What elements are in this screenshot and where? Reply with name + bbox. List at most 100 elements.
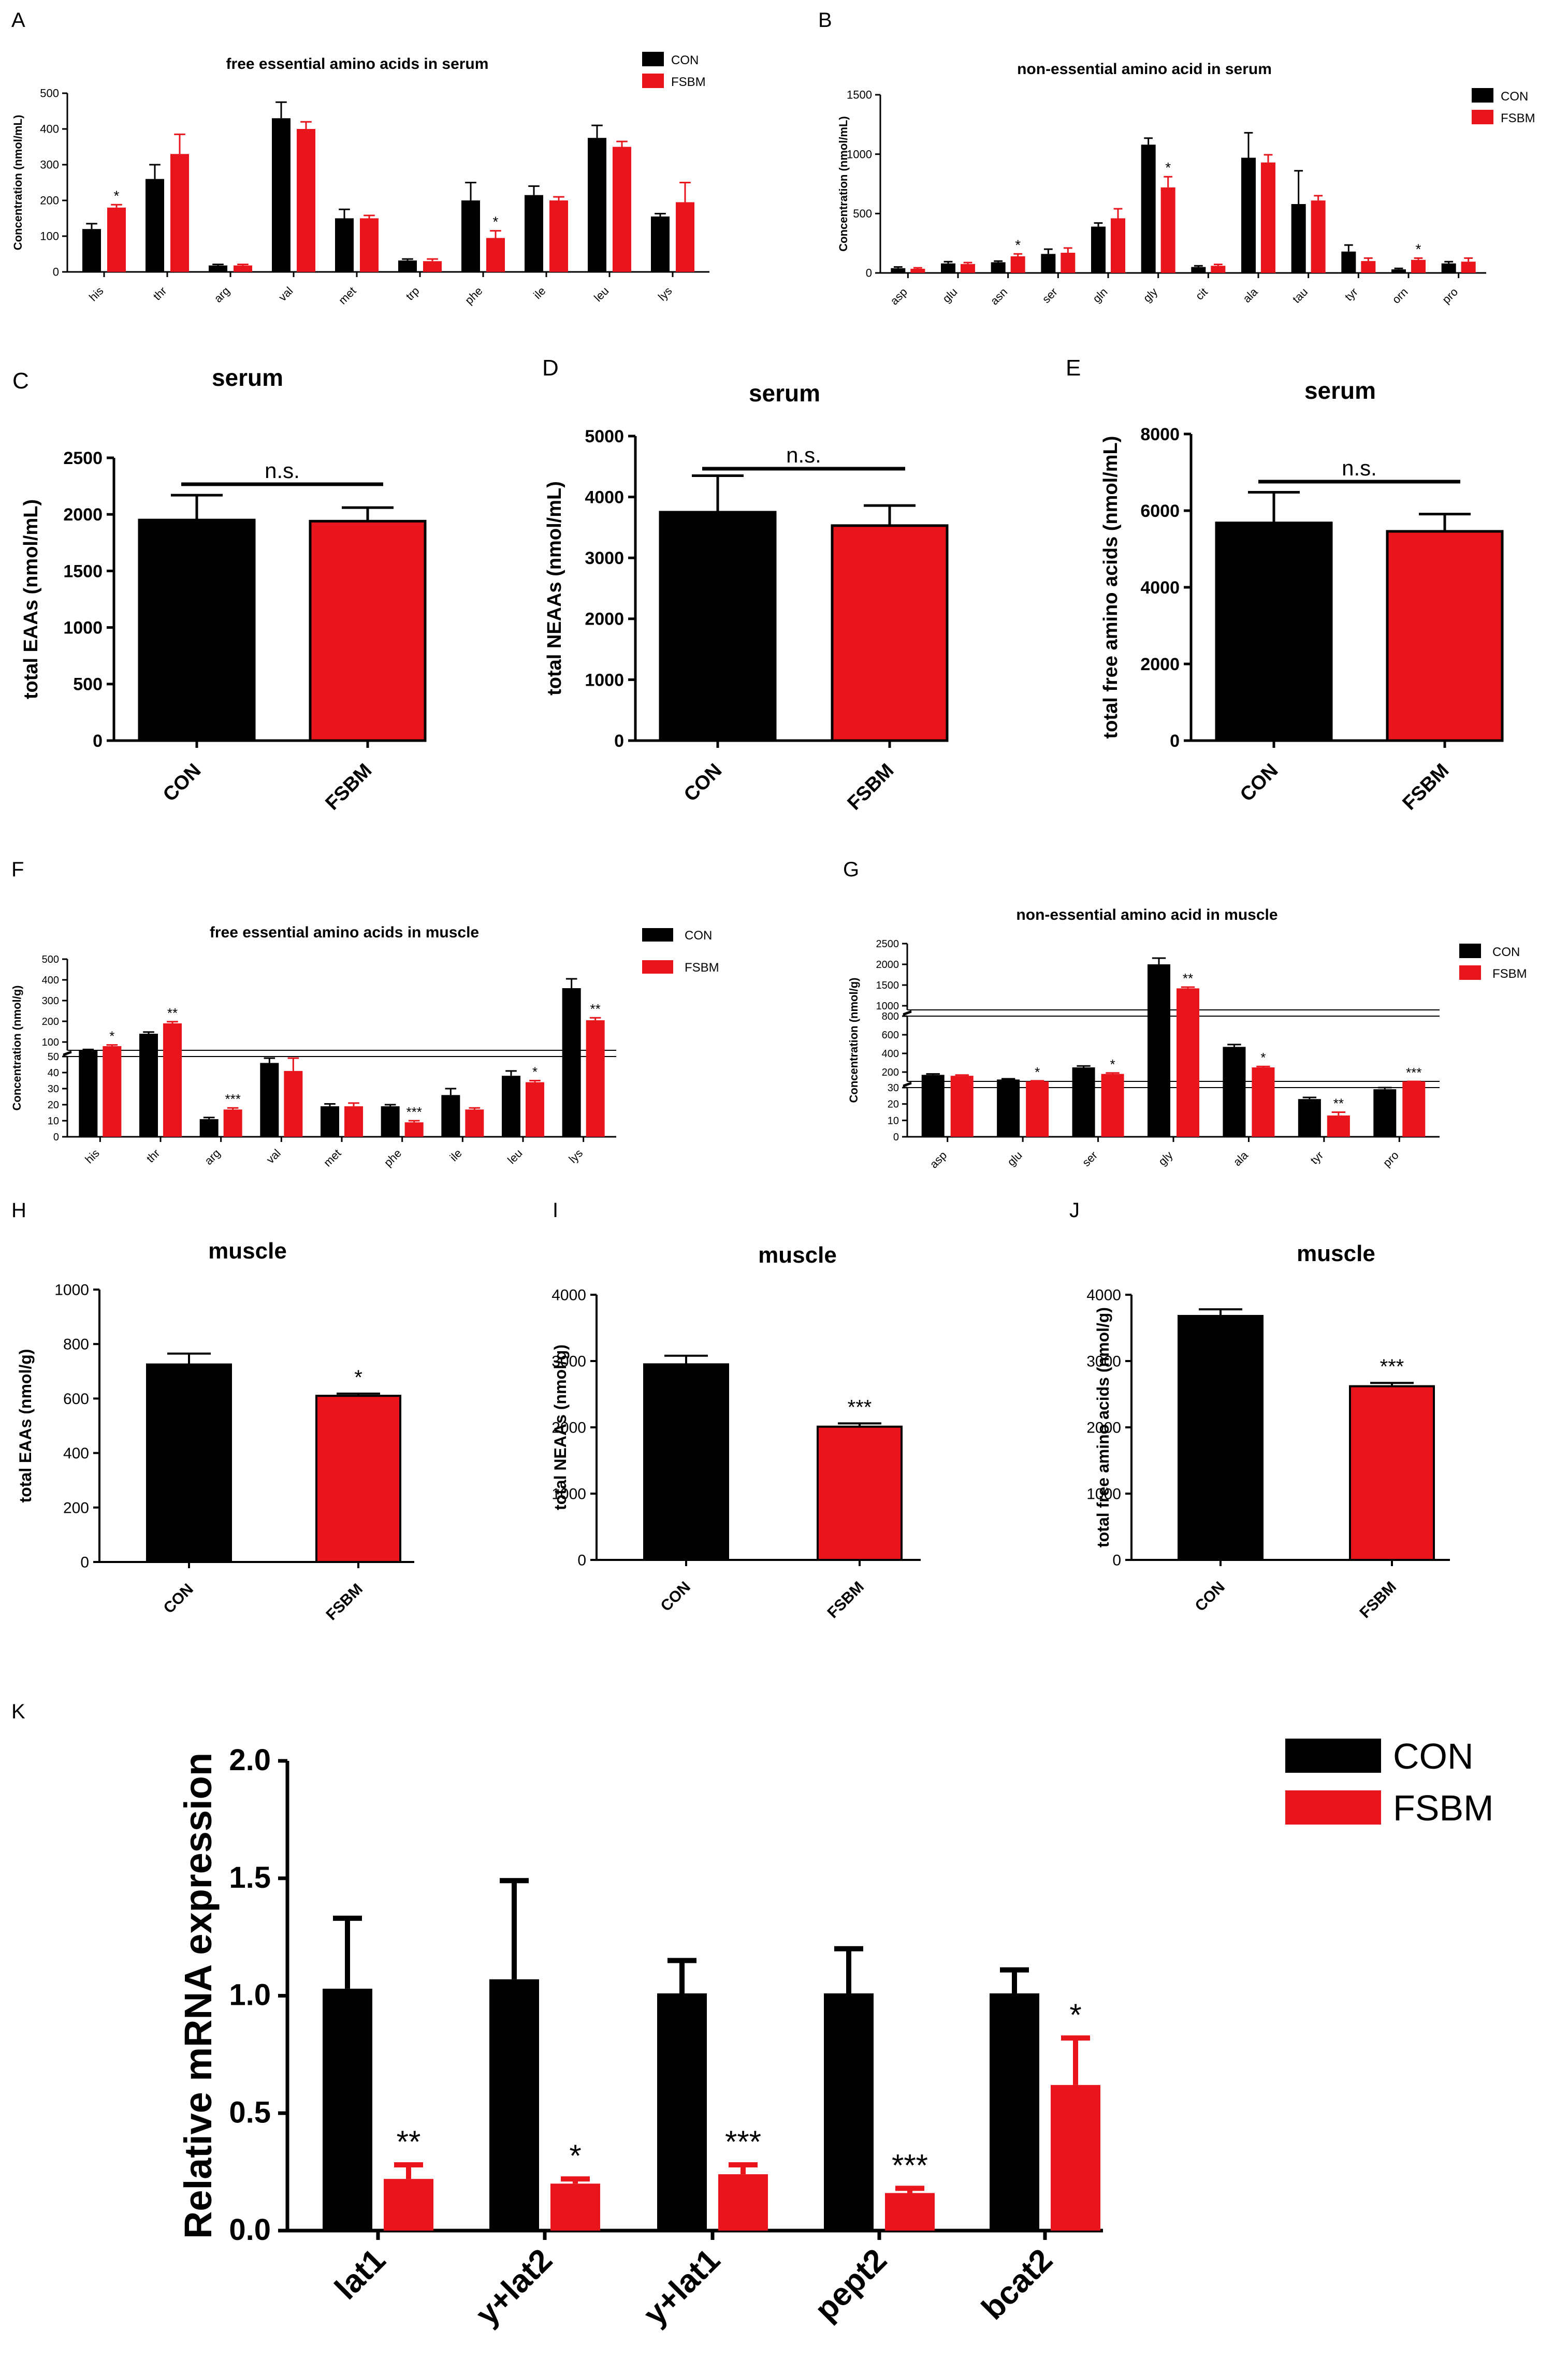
bar-con-lys [562,988,581,1137]
bar-fsbm-thr [163,1023,182,1137]
legend-label-fsbm: FSBM [1492,967,1527,981]
x-tick-label: CON [657,1579,693,1615]
x-tick-label: his [82,1147,102,1166]
x-tick-label: val [276,284,296,304]
x-tick-label: gly [1156,1149,1175,1168]
bar-con-gly [1141,144,1156,273]
x-tick-label: glu [1005,1149,1024,1168]
y-tick-label: 100 [40,230,59,243]
y-tick-label: 30 [48,1083,59,1095]
bar-con-lat1 [323,1988,372,2231]
x-tick-label: CON [1192,1579,1228,1615]
x-tick-label: pept2 [808,2242,894,2328]
bar-con-val [260,1063,279,1137]
chart-title: muscle [1297,1241,1375,1266]
bar-con-orn [1391,269,1406,273]
y-tick-label: 3000 [551,1353,586,1370]
bar-fsbm-leu [613,147,631,272]
y-tick-label: 400 [40,123,59,136]
significance-mark: * [1015,237,1021,253]
x-tick-label: pro [1381,1149,1401,1169]
y-tick-label: 1.0 [229,1978,271,2012]
x-tick-label: ser [1040,285,1060,306]
bar-con-phe [381,1106,400,1137]
panel-label-I: I [553,1199,558,1222]
bar-fsbm-bcat2 [1051,2085,1100,2231]
y-tick-label: 20 [888,1099,899,1110]
legend-label-con: CON [1492,945,1520,959]
bar-con [1215,522,1333,742]
y-tick-label: 300 [42,995,59,1007]
bar-fsbm-ser [1061,253,1076,273]
y-axis-label: Concentration (nmol/g) [847,978,860,1103]
x-tick-label: arg [202,1147,223,1167]
y-tick-label: 3000 [585,548,624,568]
bar-fsbm-gln [1111,218,1125,273]
significance-mark: * [1069,1998,1081,2032]
y-tick-label: 500 [40,87,59,100]
bar-fsbm-lys [586,1020,605,1137]
bar-fsbm-y+lat1 [718,2174,768,2231]
y-tick-label: 4000 [1140,578,1180,598]
y-tick-label: 200 [42,1016,59,1028]
chart-title: non-essential amino acid in muscle [1016,906,1277,923]
panel-label-A: A [11,9,25,32]
significance-mark: * [109,1029,114,1044]
panel-label-F: F [11,858,24,881]
y-tick-label: 0 [93,731,103,751]
y-tick-label: 2500 [876,938,899,950]
x-tick-label: CON [1236,760,1282,806]
bar-fsbm-thr [170,154,189,272]
y-tick-label: 0 [80,1554,89,1571]
y-tick-label: 1000 [847,148,872,161]
bar-fsbm-pro [1402,1081,1426,1137]
y-tick-label: 2.0 [229,1743,271,1777]
chart-title: serum [1304,377,1376,404]
bar-con-pept2 [824,1993,874,2231]
bar-fsbm-pept2 [885,2193,935,2231]
y-tick-label: 300 [40,158,59,171]
y-tick-label: 4000 [551,1287,586,1304]
x-tick-label: thr [151,284,169,303]
y-tick-label: 1500 [63,561,103,581]
legend-label-fsbm: FSBM [685,961,719,975]
y-tick-label: 4000 [585,488,624,508]
x-tick-label: FSBM [322,760,376,815]
bar-fsbm-asp [910,268,925,273]
x-tick-label: ala [1240,285,1260,305]
panel-label-K: K [11,1700,25,1723]
bar-fsbm-val [284,1070,303,1137]
y-tick-label: 10 [48,1116,59,1127]
significance-mark: * [1416,241,1421,257]
legend-label-con: CON [1393,1736,1474,1776]
x-tick-label: asp [888,285,910,308]
panel-label-G: G [843,858,859,881]
x-tick-label: trp [403,284,422,303]
bar-con-arg [209,265,227,272]
panel-label-B: B [818,9,832,32]
x-tick-label: phe [382,1147,404,1169]
y-axis-label: total EAAs (nmol/mL) [20,499,42,699]
bar-fsbm-orn [1411,259,1426,273]
x-tick-label: tyr [1342,285,1360,303]
panel-label-J: J [1069,1199,1080,1222]
bar-con-ala [1223,1047,1246,1137]
bar-fsbm-ala [1252,1067,1275,1137]
y-tick-label: 2000 [585,610,624,629]
x-tick-label: tyr [1308,1149,1326,1167]
chart-title: serum [212,364,283,391]
bar-con-y+lat2 [489,1979,539,2231]
bar-con-trp [398,260,417,272]
legend-swatch-fsbm [642,960,673,974]
axis-break-mark [903,1010,912,1015]
y-tick-label: 30 [888,1082,899,1094]
bar-fsbm-his [107,207,126,272]
panel-K: K 0.0 0.5 1.0 1.5 2.0 Relative mRNA expression… [11,1700,1493,2332]
significance-mark: * [569,2138,581,2173]
x-tick-label: CON [680,760,726,806]
bar-con-ser [1072,1067,1095,1137]
bar-fsbm-tyr [1361,261,1376,273]
